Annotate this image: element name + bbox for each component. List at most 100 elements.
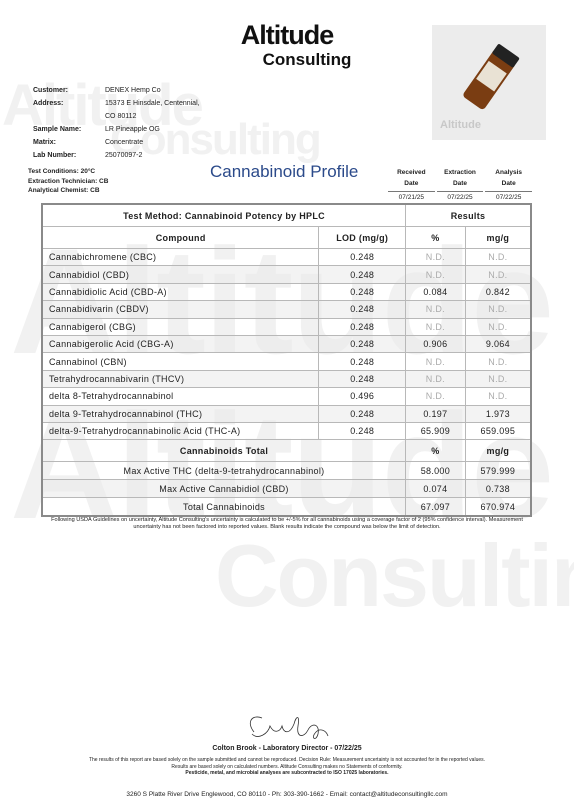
logo-bottom: Consulting: [262, 50, 352, 69]
compound-name: Cannabidiol (CBD): [41, 265, 320, 284]
total-name: Max Active Cannabidiol (CBD): [41, 479, 407, 499]
result-cell: N.D.: [464, 387, 532, 406]
compound-name: delta 8-Tetrahydrocannabinol: [41, 387, 320, 406]
watermark: Consulting: [215, 526, 574, 625]
info-label: Sample Name:: [33, 126, 82, 133]
result-cell: N.D.: [405, 317, 466, 336]
compound-name: Cannabigerolic Acid (CBG-A): [41, 334, 320, 354]
compound-row: Cannabidiolic Acid (CBD-A) 0.248 0.084 0.84…: [41, 282, 532, 302]
result-cell: 0.248: [318, 404, 407, 423]
column-header-row: Compound LOD (mg/g)% mg/g: [41, 226, 532, 249]
result-cell: N.D.: [405, 300, 466, 319]
result-cell: 0.248: [318, 369, 407, 389]
result-cell: N.D.: [405, 247, 466, 267]
compound-row: Cannabigerol (CBG) 0.248 N.D. N.D.: [41, 317, 532, 336]
compound-row: delta 9-Tetrahydrocannabinol (THC) 0.248 0…: [41, 404, 532, 423]
result-cell: N.D.: [405, 352, 466, 371]
compound-row: Cannabidiol (CBD) 0.248 N.D. N.D.: [41, 265, 532, 284]
result-cell: 0.248: [318, 352, 407, 371]
total-value: 0.738: [464, 479, 532, 499]
total-name: Total Cannabinoids: [41, 497, 407, 517]
compound-name: Tetrahydrocannabivarin (THCV): [41, 369, 320, 389]
result-cell: 65.909: [405, 421, 466, 441]
result-cell: 0.496: [318, 387, 407, 406]
totals-header: Cannabinoids Total: [41, 439, 407, 463]
photo-watermark: Altitude: [440, 119, 481, 131]
date-column: Extraction Date 07/22/25: [436, 167, 484, 203]
watermark: Consulting: [110, 115, 322, 164]
info-label-spacer: [33, 110, 105, 123]
result-cell: N.D.: [464, 369, 532, 389]
result-cell: 0.842: [464, 282, 532, 302]
dates: Received Date 07/21/25 Extraction Date 07/22/…: [387, 167, 533, 203]
results-table: Test Method: Cannabinoid Potency by HPLC…: [41, 203, 532, 518]
result-cell: 0.906: [405, 334, 466, 354]
column-header: mg/g: [464, 226, 532, 249]
info-label: Customer:: [33, 87, 69, 94]
info-label: Lab Number:: [33, 152, 77, 159]
date-column: Received Date 07/21/25: [388, 167, 435, 203]
total-value: 579.999: [464, 461, 532, 481]
compound-row: Cannabidivarin (CBDV) 0.248 N.D. N.D.: [41, 300, 532, 319]
sample-info: Customer: DENEX Hemp Co Address: 15373 E Hi…: [33, 84, 200, 162]
compound-row: delta-9-Tetrahydrocannabinolic Acid (THC…: [41, 421, 532, 441]
totals-row: Total Cannabinoids 67.097 670.974: [41, 497, 532, 517]
total-value: 670.974: [464, 497, 532, 517]
result-cell: 1.973: [464, 404, 532, 423]
result-cell: 0.248: [318, 265, 407, 284]
signature: [249, 716, 329, 739]
result-cell: N.D.: [464, 317, 532, 336]
result-cell: 9.064: [464, 334, 532, 354]
compound-row: Cannabichromene (CBC) 0.248 N.D. N.D.: [41, 247, 532, 267]
compound-name: Cannabigerol (CBG): [41, 317, 320, 336]
sample-photo: Altitude: [432, 25, 546, 140]
info-row: Customer: DENEX Hemp Co: [33, 84, 200, 97]
date-header-line: Date: [501, 180, 516, 187]
method-row: Test Method: Cannabinoid Potency by HPLC…: [41, 203, 532, 227]
info-value: LR Pineapple OG: [105, 126, 160, 133]
total-value: 58.000: [405, 461, 466, 481]
info-row: Matrix: Concentrate: [33, 136, 200, 149]
result-cell: N.D.: [464, 247, 532, 267]
result-cell: 0.084: [405, 282, 466, 302]
compound-name: delta-9-Tetrahydrocannabinolic Acid (THC…: [41, 421, 320, 441]
result-cell: 0.248: [318, 247, 407, 267]
date-header: Analysis Date: [485, 167, 533, 192]
totals-row: Max Active Cannabidiol (CBD) 0.074 0.738: [41, 479, 532, 499]
info-value: DENEX Hemp Co: [105, 87, 161, 94]
totals-header-row: Cannabinoids Total% mg/g: [41, 439, 532, 463]
disclaimer-line: Pesticide, metal, and microbial analyses…: [185, 770, 389, 776]
test-method: Test Method: Cannabinoid Potency by HPLC: [41, 203, 407, 227]
signature-line: Colton Brook - Laboratory Director - 07/…: [212, 745, 362, 752]
result-cell: 659.095: [464, 421, 532, 441]
results-header: Results: [405, 203, 532, 227]
date-header-line: Extraction: [444, 169, 476, 176]
date-column: Analysis Date 07/22/25: [485, 167, 533, 203]
date-header: Received Date: [388, 167, 435, 192]
conditions: Test Conditions: 20°C Extraction Technici…: [28, 167, 108, 196]
total-value: 67.097: [405, 497, 466, 517]
info-row: Address: 15373 E Hinsdale, Centennial,: [33, 97, 200, 110]
totals-row: Max Active THC (delta-9-tetrahydrocannab…: [41, 461, 532, 481]
date-header-line: Received: [397, 169, 426, 176]
result-cell: N.D.: [464, 265, 532, 284]
disclaimer: The results of this report are based sol…: [0, 757, 574, 777]
result-cell: 0.248: [318, 317, 407, 336]
footer-address: 3260 S Platte River Drive Englewood, CO …: [126, 791, 448, 798]
info-value: 15373 E Hinsdale, Centennial,: [105, 100, 200, 107]
info-label: Matrix:: [33, 139, 56, 146]
column-header: LOD (mg/g): [318, 226, 407, 249]
compound-name: Cannabidivarin (CBDV): [41, 300, 320, 319]
info-value: 25070097-2: [105, 152, 143, 159]
result-cell: N.D.: [464, 300, 532, 319]
uncertainty-note: Following USDA Guidelines on uncertainty…: [51, 517, 523, 530]
condition: Extraction Technician: CB: [28, 177, 109, 185]
compound-name: Cannabidiolic Acid (CBD-A): [41, 282, 320, 302]
compound-row: delta 8-Tetrahydrocannabinol 0.496 N.D. N.D…: [41, 387, 532, 406]
total-name: Max Active THC (delta-9-tetrahydrocannab…: [41, 461, 407, 481]
date-value: 07/22/25: [496, 194, 522, 201]
totals-header: %: [405, 439, 466, 463]
info-row: Sample Name: LR Pineapple OG: [33, 123, 200, 136]
date-header: Extraction Date: [436, 167, 484, 192]
logo-top: Altitude: [240, 20, 335, 50]
